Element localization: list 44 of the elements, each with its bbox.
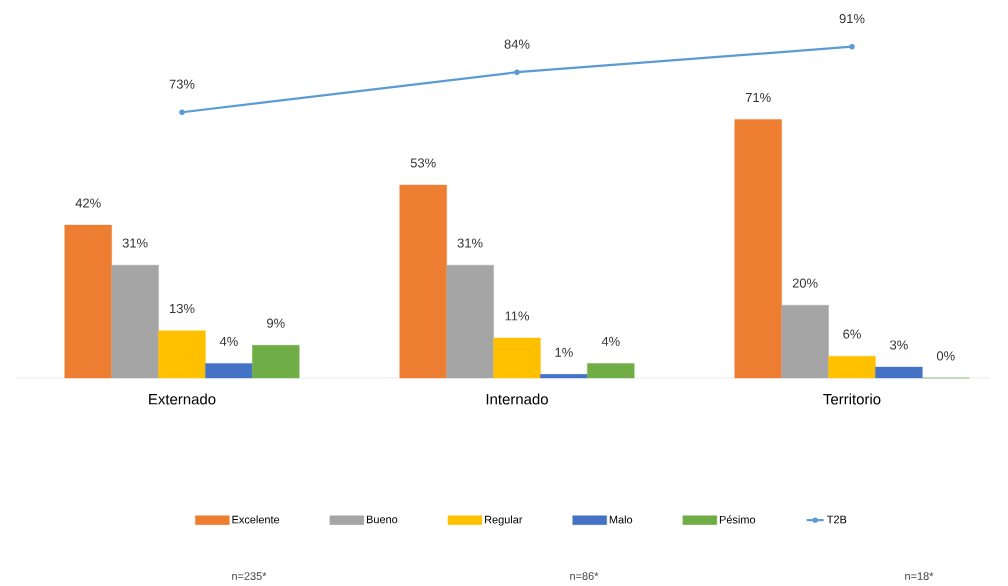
- bar: [587, 363, 635, 379]
- data-label: 31%: [457, 238, 483, 248]
- data-label: 84%: [504, 39, 530, 49]
- data-label: 71%: [745, 92, 771, 103]
- x-tick-label: Internado: [486, 393, 548, 405]
- legend-label: Pésimo: [719, 515, 756, 524]
- data-label: 4%: [219, 336, 238, 346]
- data-label: 53%: [410, 158, 436, 168]
- text: n=18*: [905, 572, 934, 580]
- data-label: 20%: [792, 278, 818, 288]
- bar: [734, 119, 782, 379]
- x-tick-label: Territorio: [823, 393, 881, 405]
- data-label: 4%: [601, 336, 620, 346]
- data-label: 91%: [839, 14, 865, 24]
- text: n=235*: [232, 572, 267, 580]
- data-label: 6%: [843, 329, 861, 339]
- legend-label: Bueno: [366, 515, 398, 524]
- bar: [399, 184, 447, 379]
- bar: [875, 366, 923, 379]
- bar: [781, 304, 829, 379]
- data-label: 3%: [890, 340, 908, 350]
- legend-label: Regular: [485, 515, 523, 526]
- bar: [828, 355, 876, 379]
- data-label: 42%: [75, 198, 101, 208]
- bar: [252, 345, 300, 379]
- data-label: 1%: [555, 347, 573, 357]
- bar: [493, 337, 541, 379]
- data-label: 13%: [170, 303, 195, 314]
- legend-label: Malo: [609, 515, 633, 524]
- x-tick-label: Externado: [149, 393, 216, 405]
- bar: [111, 264, 159, 379]
- text: n=86*: [570, 572, 599, 580]
- data-label: 31%: [122, 238, 148, 248]
- bar: [205, 363, 253, 379]
- data-label: 73%: [169, 79, 195, 89]
- data-label: 11%: [505, 311, 530, 321]
- data-label: 0%: [936, 351, 955, 361]
- bar: [158, 330, 206, 379]
- legend-label: Excelente: [232, 515, 280, 524]
- bar: [446, 264, 494, 379]
- legend-label: T2B: [827, 515, 847, 524]
- bar: [540, 374, 588, 379]
- bar: [64, 224, 112, 379]
- data-label: 9%: [267, 318, 285, 328]
